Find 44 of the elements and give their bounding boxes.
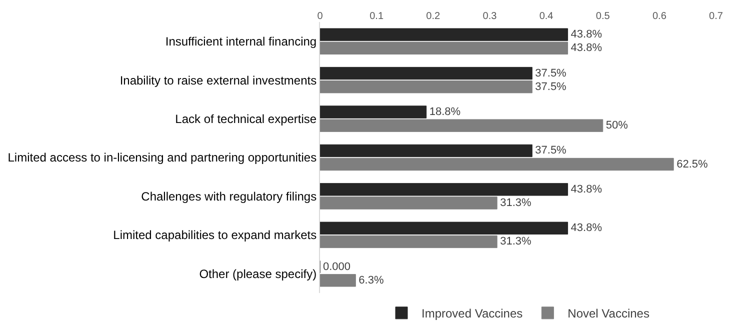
y-tick-label: Limited access to in-licensing and partnering opportunities [8, 150, 317, 165]
bar [320, 158, 674, 171]
data-label: 6.3% [358, 274, 384, 286]
data-label: 43.8% [570, 222, 602, 234]
x-tick-label: 0.5 [596, 11, 610, 22]
data-label: 43.8% [570, 28, 602, 41]
x-tick-label: 0.2 [426, 11, 441, 22]
data-label: 18.8% [429, 106, 461, 118]
bar [320, 42, 568, 54]
y-tick-label: Lack of technical expertise [175, 112, 317, 126]
data-label: 37.5% [535, 144, 567, 157]
x-tick-label: 0.6 [652, 11, 667, 22]
bar [320, 80, 532, 94]
y-tick-label: Challenges with regulatory filings [141, 189, 317, 204]
bar [320, 144, 532, 158]
legend-label: Novel Vaccines [568, 306, 650, 321]
bar [320, 119, 604, 132]
data-label: 37.5% [535, 80, 567, 93]
x-tick-label: 0.1 [370, 11, 384, 22]
x-tick-label: 0.7 [709, 11, 724, 22]
data-label: 43.8% [570, 183, 602, 196]
x-tick-label: 0.4 [539, 11, 554, 22]
bar [320, 66, 532, 80]
y-tick-label: Inability to raise external investments [120, 73, 317, 88]
x-tick-label: 0.3 [482, 11, 498, 22]
data-label: 37.5% [535, 67, 567, 80]
data-label: 43.8% [570, 42, 602, 54]
y-tick-label: Other (please specify) [199, 266, 317, 281]
y-tick-label: Limited capabilities to expand markets [113, 228, 317, 242]
data-label: 31.3% [500, 236, 532, 248]
bar [320, 183, 568, 196]
bar [320, 28, 568, 41]
bar [320, 222, 568, 234]
legend-label: Improved Vaccines [422, 306, 523, 321]
x-tick-label: 0 [317, 11, 324, 22]
bar [320, 235, 498, 248]
bar [320, 274, 356, 287]
data-label: 62.5% [676, 158, 708, 170]
data-label: 0.000 [323, 260, 351, 273]
bar [320, 196, 498, 210]
y-tick-label: Insufficient internal financing [165, 34, 317, 49]
bar [320, 106, 427, 118]
data-label: 31.3% [500, 196, 532, 209]
data-label: 50% [606, 120, 628, 132]
